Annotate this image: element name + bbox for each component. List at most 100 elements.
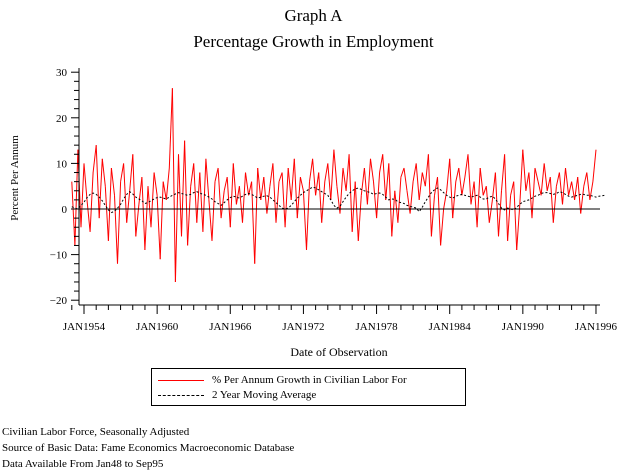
growth-segment xyxy=(92,145,97,173)
growth-segment xyxy=(531,167,536,219)
growth-segment xyxy=(452,181,457,219)
growth-segment xyxy=(461,177,466,196)
growth-segment xyxy=(98,158,103,219)
x-tick-label: JAN1960 xyxy=(136,321,179,333)
growth-segment xyxy=(281,172,286,228)
growth-segment xyxy=(278,172,283,182)
y-tick-label: −20 xyxy=(50,295,68,307)
legend-item-growth: % Per Annum Growth in Civilian Labor For xyxy=(158,373,407,387)
growth-segment xyxy=(80,163,85,228)
moving-average-line xyxy=(71,186,606,214)
growth-segment xyxy=(345,154,350,191)
growth-segment xyxy=(315,172,320,196)
growth-segment xyxy=(153,172,158,196)
growth-segment xyxy=(114,195,118,264)
growth-segment xyxy=(132,154,137,237)
growth-segment xyxy=(190,163,195,187)
growth-segment xyxy=(321,181,326,223)
legend-label-moving-average: 2 Year Moving Average xyxy=(212,389,317,401)
growth-segment xyxy=(565,167,570,196)
growth-segment xyxy=(373,181,378,219)
growth-segment xyxy=(196,172,201,223)
growth-segment xyxy=(360,167,365,196)
growth-segment xyxy=(549,177,554,223)
growth-segment xyxy=(555,172,560,187)
growth-segment xyxy=(302,190,307,251)
growth-segment xyxy=(525,172,530,191)
growth-segment xyxy=(333,149,338,187)
growth-segment xyxy=(312,158,317,196)
growth-segment xyxy=(449,158,454,219)
growth-segment xyxy=(376,172,381,219)
growth-segment xyxy=(385,163,390,200)
x-tick-label: JAN1966 xyxy=(209,321,252,333)
growth-segment xyxy=(513,181,518,251)
growth-segment xyxy=(430,195,435,237)
growth-segment xyxy=(226,177,231,228)
growth-segment xyxy=(117,181,122,264)
growth-segment xyxy=(214,167,219,182)
growth-segment xyxy=(409,181,414,214)
growth-segment xyxy=(552,186,557,223)
growth-segment xyxy=(330,149,335,200)
growth-segment xyxy=(232,163,237,205)
x-axis-label: Date of Observation xyxy=(290,345,387,359)
growth-segment xyxy=(476,167,481,228)
growth-segment xyxy=(537,181,542,196)
growth-segment xyxy=(324,163,329,182)
growth-segment xyxy=(543,163,548,191)
growth-segment xyxy=(199,172,204,232)
growth-segment xyxy=(229,163,234,228)
growth-segment xyxy=(263,177,268,214)
growth-segment xyxy=(421,172,426,187)
growth-segment xyxy=(165,167,170,200)
growth-segment xyxy=(242,172,246,223)
growth-segment xyxy=(479,167,484,196)
growth-segment xyxy=(424,154,429,187)
growth-segment xyxy=(403,167,408,191)
y-tick-label: 0 xyxy=(62,204,68,216)
growth-segment xyxy=(327,163,332,200)
growth-segment xyxy=(254,167,259,264)
growth-segment xyxy=(519,149,524,205)
growth-segment xyxy=(339,167,344,214)
growth-segment xyxy=(473,181,478,228)
growth-segment xyxy=(245,172,250,196)
growth-segment xyxy=(443,190,448,210)
x-tick-label: JAN1984 xyxy=(429,321,472,333)
growth-segment xyxy=(101,158,106,187)
growth-segment xyxy=(427,154,432,237)
growth-segment xyxy=(494,172,499,237)
growth-segment xyxy=(74,149,79,246)
growth-segment xyxy=(446,158,451,191)
growth-segment xyxy=(370,158,374,182)
growth-segment xyxy=(342,167,347,191)
growth-segment xyxy=(394,190,399,223)
growth-segment xyxy=(171,88,176,283)
growth-segment xyxy=(501,154,506,191)
growth-segment xyxy=(382,154,387,200)
legend-swatch-solid-red xyxy=(158,379,204,381)
growth-segment xyxy=(354,181,359,241)
axes xyxy=(78,68,600,306)
growth-segment xyxy=(418,172,423,200)
growth-segment xyxy=(162,181,167,200)
growth-segment xyxy=(251,181,256,264)
growth-segment xyxy=(287,167,292,200)
growth-segment xyxy=(498,190,502,237)
legend-item-moving-average: 2 Year Moving Average xyxy=(158,388,316,402)
growth-segment xyxy=(546,176,551,191)
growth-segment xyxy=(488,199,493,223)
growth-segment xyxy=(534,167,539,182)
growth-segment xyxy=(235,186,240,205)
growth-segment xyxy=(178,154,182,237)
growth-segment xyxy=(296,177,301,219)
growth-segment xyxy=(71,181,76,246)
growth-segment xyxy=(211,181,216,241)
growth-segment xyxy=(147,186,152,228)
growth-segment xyxy=(592,149,597,182)
growth-segment xyxy=(437,177,442,246)
growth-segment xyxy=(290,158,295,200)
growth-segment xyxy=(95,145,100,219)
